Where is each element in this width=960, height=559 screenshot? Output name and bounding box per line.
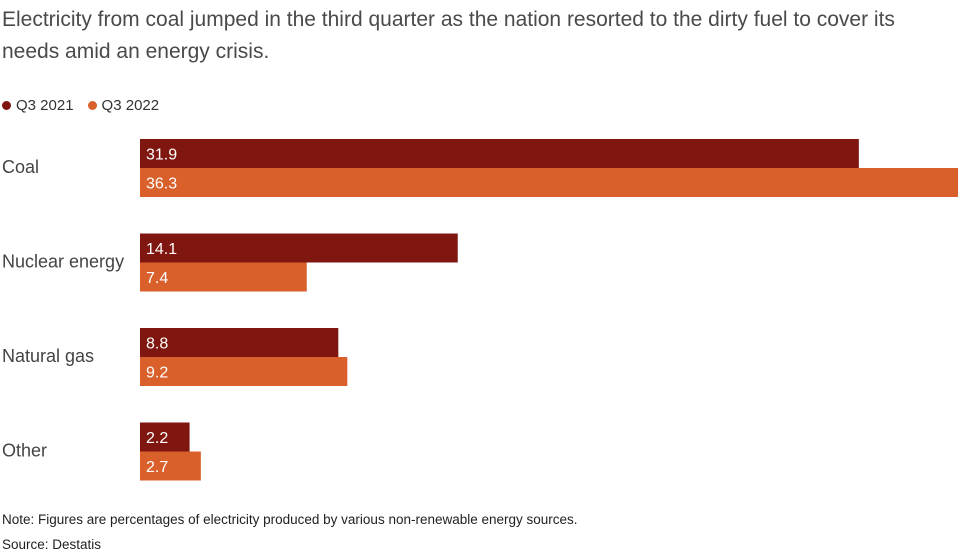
data-label-natural-gas-q3-2021: 8.8 [146, 336, 168, 353]
legend-label-q3-2022: Q3 2022 [101, 97, 160, 114]
legend-swatch-q3-2022 [87, 101, 97, 110]
legend-label-q3-2021: Q3 2021 [16, 97, 74, 114]
bar-nuclear-energy-q3-2022 [140, 262, 307, 292]
data-label-nuclear-energy-q3-2021: 14.1 [146, 241, 177, 258]
data-label-natural-gas-q3-2022: 9.2 [146, 365, 168, 382]
chart-note: Note: Figures are percentages of electri… [2, 512, 578, 527]
bar-coal-q3-2022 [140, 168, 958, 197]
bar-coal-q3-2021 [140, 139, 859, 168]
bar-other-q3-2022 [140, 451, 201, 481]
category-label-other: Other [2, 441, 47, 461]
legend-item-q3-2022: Q3 2022 [87, 97, 160, 114]
legend-item-q3-2021: Q3 2021 [2, 97, 74, 114]
chart-source: Source: Destatis [2, 537, 102, 552]
bar-natural-gas-q3-2021 [140, 328, 339, 357]
data-label-other-q3-2022: 2.7 [146, 459, 168, 476]
bar-natural-gas-q3-2022 [140, 357, 348, 386]
category-label-natural-gas: Natural gas [2, 346, 94, 366]
legend-swatch-q3-2021 [2, 101, 11, 110]
data-label-other-q3-2021: 2.2 [146, 430, 168, 447]
bar-chart: Coal 31.9 36.3 Nuclear energy 14.1 7.4 Natural… [2, 139, 958, 481]
category-label-coal: Coal [2, 157, 39, 177]
data-label-coal-q3-2022: 36.3 [146, 176, 177, 193]
bar-other-q3-2021 [140, 422, 190, 452]
bar-nuclear-energy-q3-2021 [140, 233, 458, 263]
chart-legend: Q3 2021 Q3 2022 [2, 97, 173, 114]
chart-subtitle: Electricity from coal jumped in the thir… [2, 8, 895, 63]
data-label-nuclear-energy-q3-2022: 7.4 [146, 270, 168, 287]
data-label-coal-q3-2021: 31.9 [146, 147, 177, 164]
category-label-nuclear-energy: Nuclear energy [2, 252, 124, 272]
